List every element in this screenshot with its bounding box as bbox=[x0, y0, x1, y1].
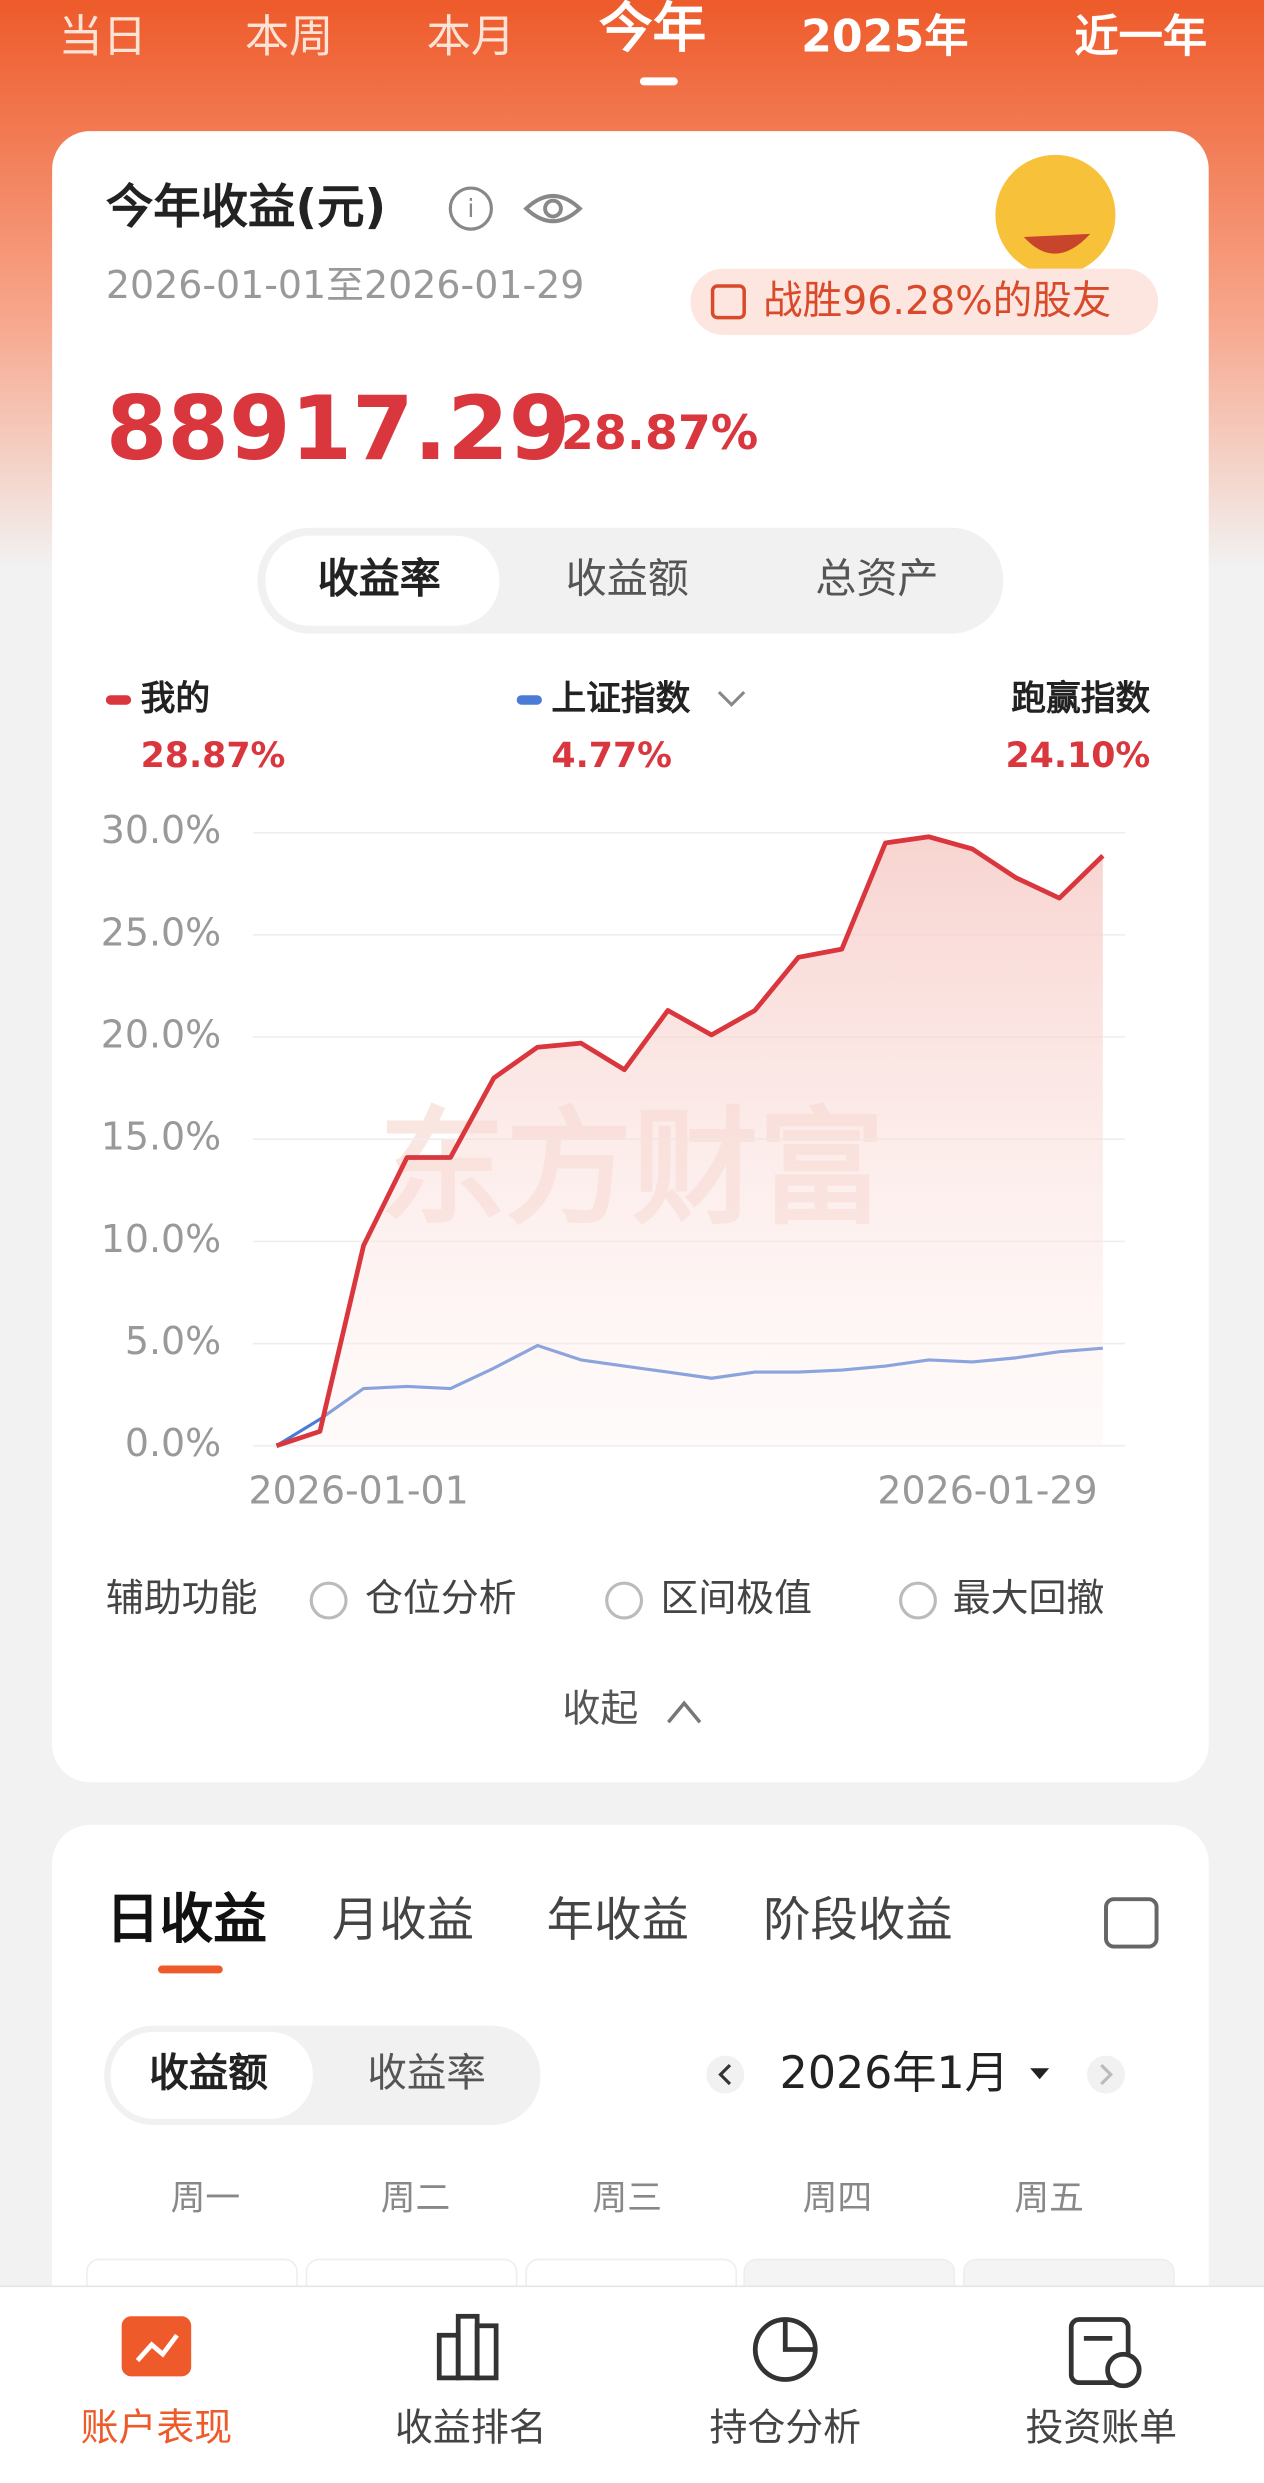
tab-indicator bbox=[158, 1965, 223, 1974]
segment[interactable]: 收益率 bbox=[367, 2051, 485, 2097]
bottom-nav bbox=[0, 2286, 1264, 2483]
top-tab[interactable]: 近一年 bbox=[1074, 12, 1207, 63]
radio[interactable] bbox=[605, 1581, 644, 1620]
prev-arrow bbox=[718, 2063, 732, 2086]
emoji bbox=[995, 154, 1116, 275]
segment[interactable]: 总资产 bbox=[815, 554, 938, 602]
legend-name: 上证指数 bbox=[551, 679, 690, 719]
top-tab[interactable]: 当日 bbox=[58, 12, 146, 63]
date-range: 2026-01-01至2026-01-29 bbox=[106, 263, 585, 307]
legend-value: 28.87% bbox=[141, 736, 286, 776]
nav-label[interactable]: 收益排名 bbox=[395, 2406, 547, 2450]
collapse-chevron bbox=[667, 1700, 702, 1724]
badge-text: 战胜96.28%的股友 bbox=[763, 278, 1111, 324]
top-tab[interactable]: 今年 bbox=[599, 0, 706, 59]
month-caret bbox=[1030, 2068, 1050, 2080]
legend-swatch bbox=[516, 695, 542, 705]
nav-label[interactable]: 投资账单 bbox=[1025, 2406, 1177, 2450]
nav-icon bbox=[752, 2317, 818, 2382]
weekday: 周四 bbox=[803, 2178, 873, 2218]
info-glyph: i bbox=[467, 194, 474, 223]
aux-option[interactable]: 仓位分析 bbox=[365, 1576, 517, 1620]
tab-indicator bbox=[639, 77, 678, 86]
card-title: 今年收益(元) bbox=[106, 180, 386, 235]
amount: 88917.29 bbox=[106, 377, 571, 480]
outperform-value: 24.10% bbox=[1005, 736, 1150, 776]
eye-pupil bbox=[543, 198, 563, 219]
info-icon[interactable] bbox=[448, 186, 493, 231]
nav-label[interactable]: 持仓分析 bbox=[709, 2406, 861, 2450]
eye-icon[interactable] bbox=[523, 194, 583, 224]
export-icon[interactable] bbox=[1104, 1897, 1159, 1949]
collapse[interactable]: 收起 bbox=[562, 1687, 638, 1731]
outperform-label: 跑赢指数 bbox=[1011, 679, 1150, 719]
aux-option[interactable]: 最大回撤 bbox=[953, 1576, 1105, 1620]
weekday: 周二 bbox=[381, 2178, 451, 2218]
y-tick-label: 0.0% bbox=[125, 1421, 221, 1465]
x-tick-label: 2026-01-29 bbox=[877, 1469, 1097, 1513]
y-tick-label: 25.0% bbox=[101, 910, 221, 954]
month[interactable]: 2026年1月 bbox=[780, 2048, 1009, 2099]
detail-tab[interactable]: 阶段收益 bbox=[763, 1893, 953, 1948]
segment[interactable]: 收益额 bbox=[149, 2051, 268, 2097]
next-arrow bbox=[1100, 2063, 1113, 2086]
top-tab[interactable]: 2025年 bbox=[801, 12, 968, 63]
detail-tab[interactable]: 日收益 bbox=[106, 1888, 267, 1951]
y-tick-label: 30.0% bbox=[101, 808, 221, 852]
detail-tab[interactable]: 月收益 bbox=[332, 1893, 474, 1948]
nav-label[interactable]: 账户表现 bbox=[81, 2406, 233, 2450]
segment[interactable]: 收益率 bbox=[318, 554, 441, 602]
share-icon bbox=[710, 284, 746, 320]
nav-icon bbox=[1068, 2317, 1142, 2389]
top-tab[interactable]: 本月 bbox=[427, 12, 515, 63]
radio[interactable] bbox=[309, 1581, 348, 1620]
legend-name: 我的 bbox=[141, 679, 211, 719]
next-month[interactable] bbox=[1087, 2055, 1125, 2094]
weekday: 周五 bbox=[1014, 2178, 1084, 2218]
y-tick-label: 15.0% bbox=[101, 1115, 221, 1159]
legend-swatch bbox=[105, 695, 132, 705]
weekday: 周一 bbox=[171, 2178, 241, 2218]
nav-icon bbox=[436, 2313, 499, 2381]
series-line bbox=[275, 834, 1105, 1448]
x-tick-label: 2026-01-01 bbox=[249, 1469, 469, 1513]
segment-selected bbox=[110, 2031, 313, 2119]
segment-selected bbox=[265, 535, 500, 626]
dropdown-chevron[interactable] bbox=[717, 690, 746, 707]
prev-month[interactable] bbox=[706, 2055, 745, 2094]
badge[interactable] bbox=[690, 268, 1159, 335]
aux-label: 辅助功能 bbox=[106, 1576, 258, 1620]
area bbox=[276, 836, 1103, 1446]
y-tick-label: 20.0% bbox=[101, 1013, 221, 1057]
weekday: 周三 bbox=[593, 2178, 662, 2218]
emoji-mouth bbox=[1023, 233, 1091, 254]
aux-option[interactable]: 区间极值 bbox=[660, 1576, 812, 1620]
y-tick-label: 10.0% bbox=[101, 1217, 221, 1261]
legend-value: 4.77% bbox=[551, 736, 672, 776]
radio[interactable] bbox=[899, 1581, 937, 1620]
nav-icon-line bbox=[135, 2333, 179, 2363]
segment[interactable]: 收益额 bbox=[566, 554, 689, 602]
rate: 28.87% bbox=[561, 406, 758, 461]
top-tab[interactable]: 本周 bbox=[245, 12, 333, 63]
detail-tab[interactable]: 年收益 bbox=[547, 1893, 689, 1948]
y-tick-label: 5.0% bbox=[125, 1319, 221, 1363]
